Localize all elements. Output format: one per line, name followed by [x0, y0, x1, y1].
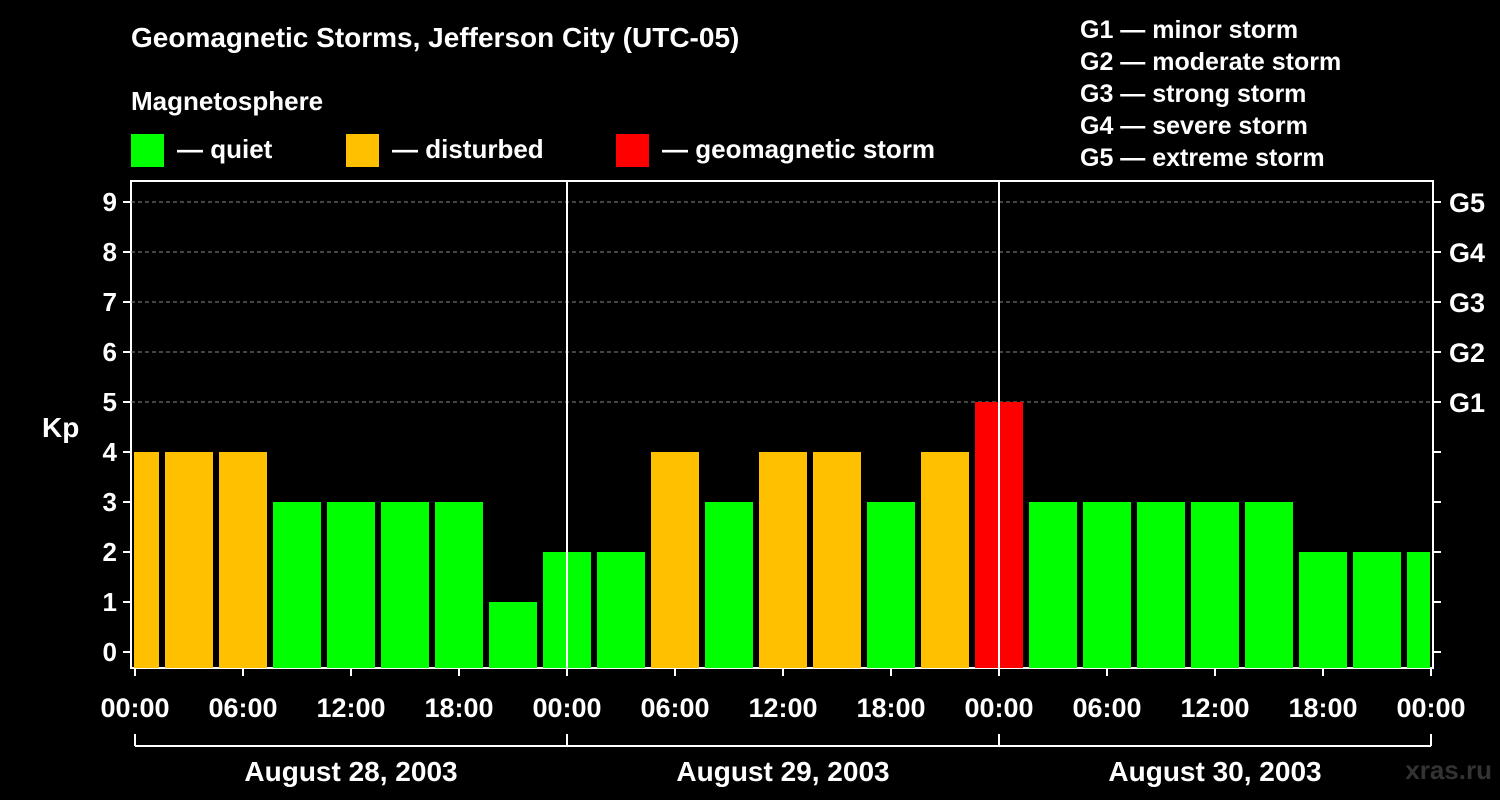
kp-bar	[759, 452, 807, 668]
g1-level-label: G1 — minor storm	[1080, 16, 1299, 44]
chart-title: Geomagnetic Storms, Jefferson City (UTC-…	[131, 22, 740, 53]
date-label: August 30, 2003	[1108, 756, 1321, 787]
x-tick-label: 12:00	[748, 693, 817, 723]
x-tick-label: 18:00	[1288, 693, 1357, 723]
kp-bar	[1191, 502, 1239, 668]
kp-bar	[813, 452, 861, 668]
y-tick-label: 4	[103, 437, 118, 467]
y-tick-label: 5	[103, 387, 117, 417]
legend-label-disturbed: — disturbed	[392, 134, 544, 164]
kp-bar	[381, 502, 429, 668]
g3-level-label: G3 — strong storm	[1080, 80, 1307, 108]
g5-level-label: G5 — extreme storm	[1080, 144, 1325, 172]
kp-bar	[489, 602, 537, 668]
legend-heading: Magnetosphere	[131, 86, 324, 116]
kp-bar	[867, 502, 915, 668]
x-tick-label: 12:00	[1180, 693, 1249, 723]
g-scale-label: G4	[1449, 238, 1485, 268]
x-tick-label: 12:00	[316, 693, 385, 723]
x-tick-label: 06:00	[1072, 693, 1141, 723]
kp-bar	[1029, 502, 1077, 668]
date-label: August 29, 2003	[676, 756, 889, 787]
kp-bar	[921, 452, 969, 668]
legend-swatch-quiet	[131, 134, 164, 167]
g4-level-label: G4 — severe storm	[1080, 112, 1308, 140]
y-tick-label: 9	[103, 187, 117, 217]
kp-bar	[273, 502, 321, 668]
x-tick-label: 18:00	[424, 693, 493, 723]
legend-swatch-disturbed	[346, 134, 379, 167]
y-tick-label: 3	[103, 487, 117, 517]
watermark: xras.ru	[1405, 755, 1492, 785]
x-tick-label: 00:00	[964, 693, 1033, 723]
kp-bar	[1353, 552, 1401, 668]
y-tick-label: 6	[103, 337, 117, 367]
kp-bar	[1245, 502, 1293, 668]
kp-bar	[597, 552, 645, 668]
kp-bar	[435, 502, 483, 668]
y-axis-label: Kp	[42, 412, 79, 443]
x-tick-label: 06:00	[640, 693, 709, 723]
kp-bar	[1299, 552, 1347, 668]
x-tick-label: 00:00	[1396, 693, 1465, 723]
y-tick-label: 7	[103, 287, 117, 317]
g-scale-label: G5	[1449, 188, 1485, 218]
x-tick-label: 18:00	[856, 693, 925, 723]
x-tick-label: 00:00	[532, 693, 601, 723]
x-tick-label: 00:00	[100, 693, 169, 723]
y-tick-label: 0	[103, 637, 117, 667]
kp-bar	[1137, 502, 1185, 668]
storm-level-legend: G1 — minor storm G2 — moderate storm G3 …	[1080, 14, 1341, 174]
x-tick-label: 06:00	[208, 693, 277, 723]
date-label: August 28, 2003	[244, 756, 457, 787]
kp-bar	[1083, 502, 1131, 668]
g-scale-label: G2	[1449, 338, 1485, 368]
kp-bar	[165, 452, 213, 668]
kp-bar	[651, 452, 699, 668]
kp-bar	[327, 502, 375, 668]
kp-bar	[705, 502, 753, 668]
g-scale-label: G3	[1449, 288, 1485, 318]
legend-label-storm: — geomagnetic storm	[662, 134, 936, 164]
kp-bar	[134, 452, 159, 668]
legend-swatch-storm	[616, 134, 649, 167]
y-tick-label: 2	[103, 537, 117, 567]
y-tick-label: 8	[103, 237, 117, 267]
legend-label-quiet: — quiet	[177, 134, 273, 164]
kp-bar	[1407, 552, 1430, 668]
g2-level-label: G2 — moderate storm	[1080, 48, 1342, 76]
kp-bar	[219, 452, 267, 668]
y-tick-label: 1	[103, 587, 117, 617]
g-scale-label: G1	[1449, 388, 1485, 418]
